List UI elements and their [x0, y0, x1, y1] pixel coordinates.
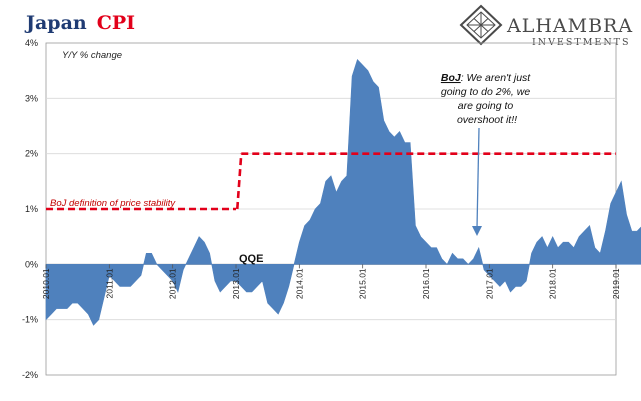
y-tick-label: 1% [25, 204, 38, 214]
x-tick-label: 2016.01 [421, 268, 431, 299]
tax-hike-line-1: Tax Hike [310, 111, 347, 122]
boj-target-line [46, 152, 616, 211]
brand-name: ALHAMBRA [506, 15, 633, 37]
x-tick-label: 2013.01 [231, 268, 241, 299]
boj-quote-line-2: going to do 2%, we [441, 86, 530, 98]
tax-hike-line-3: Inflation [313, 135, 346, 146]
x-tick-label: 2015.01 [358, 268, 368, 299]
x-tick-label: 2011.01 [104, 268, 114, 298]
y-tick-label: -2% [22, 370, 38, 380]
chart-subtitle: Y/Y % change [62, 50, 122, 61]
qqe-annotation: QQE [239, 253, 263, 265]
boj-quote-bold: BoJ [441, 72, 462, 84]
boj-quote-line-1-text: : We aren't just [461, 72, 532, 84]
x-tick-label: 2012.01 [168, 268, 178, 299]
y-axis-ticks: -2% -1% 0% 1% 2% 3% 4% [22, 38, 38, 380]
boj-quote-line-3: are going to [458, 100, 514, 112]
brand-subtitle: INVESTMENTS [532, 37, 631, 48]
boj-quote-line-4: overshoot it!! [457, 114, 517, 126]
diamond-lattice-logo-icon [459, 4, 503, 46]
y-tick-label: 0% [25, 259, 38, 269]
x-axis-ticks: 2010.01 2011.01 2012.01 2013.01 2014.01 2015.… [41, 264, 621, 299]
tax-hike-annotation: Tax Hike Adds to Inflation [310, 111, 349, 146]
y-tick-label: 4% [25, 38, 38, 48]
chart-title-cpi: CPI [97, 12, 135, 34]
chart-title: Japan CPI [24, 12, 135, 34]
x-tick-label: 2019.01 [611, 268, 621, 299]
cpi-area-series [45, 59, 641, 326]
boj-quote-line-1: BoJ: We aren't just [441, 72, 531, 84]
tax-hike-line-2: Adds to [312, 123, 345, 134]
y-tick-label: 3% [25, 93, 38, 103]
x-tick-label: 2018.01 [548, 268, 558, 299]
price-stability-annotation: BoJ definition of price stability [50, 198, 176, 209]
cpi-area [45, 59, 641, 326]
x-tick-label: 2010.01 [41, 268, 51, 299]
chart-title-country: Japan [24, 12, 87, 34]
x-tick-label: 2017.01 [484, 268, 494, 299]
x-tick-label: 2014.01 [294, 268, 304, 299]
boj-quote-annotation: BoJ: We aren't just going to do 2%, we a… [441, 72, 533, 126]
boj-target-step [235, 153, 243, 210]
y-tick-label: 2% [25, 149, 38, 159]
y-tick-label: -1% [22, 315, 38, 325]
annotation-arrow-icon [472, 127, 482, 236]
